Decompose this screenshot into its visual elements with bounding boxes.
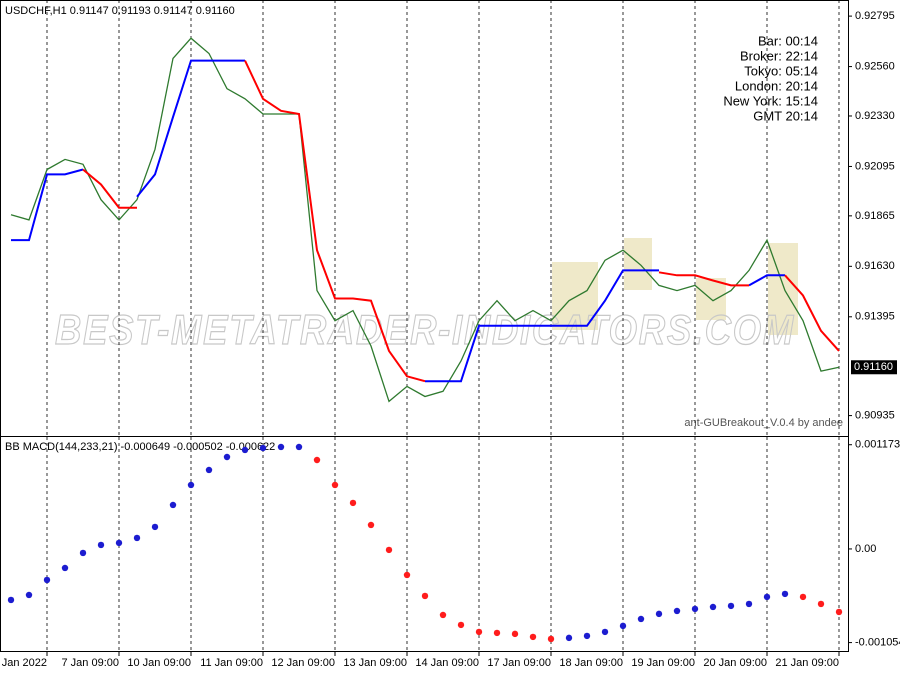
macd-dot — [421, 592, 429, 600]
breakout-box — [624, 238, 652, 290]
y-tick-label: 0.92095 — [855, 160, 895, 172]
macd-dot — [475, 628, 483, 636]
macd-dot — [259, 444, 267, 452]
macd-dot — [655, 610, 663, 618]
x-tick-label: 6 Jan 2022 — [0, 657, 47, 669]
macd-dot — [331, 481, 339, 489]
macd-dot — [187, 481, 195, 489]
session-info-line: GMT 20:14 — [753, 108, 818, 123]
x-tick-label: 7 Jan 09:00 — [62, 657, 120, 669]
y-tick-label: 0.92560 — [855, 60, 895, 72]
x-tick-label: 18 Jan 09:00 — [559, 657, 623, 669]
indicator-title: BB MACD(144,233,21) -0.000649 -0.000502 … — [5, 441, 275, 453]
macd-dot — [529, 633, 537, 641]
macd-dot — [205, 466, 213, 474]
macd-dot — [565, 634, 573, 642]
macd-dot — [835, 608, 843, 616]
macd-dot — [709, 603, 717, 611]
macd-dot — [745, 600, 753, 608]
macd-dot — [25, 591, 33, 599]
macd-dot — [367, 521, 375, 529]
macd-dot — [583, 632, 591, 640]
session-info-line: Tokyo: 05:14 — [744, 63, 818, 78]
x-tick-label: 21 Jan 09:00 — [775, 657, 839, 669]
macd-dot — [241, 446, 249, 454]
y-tick-label: 0.90935 — [855, 410, 895, 422]
plot-frame — [0, 0, 849, 652]
macd-dot — [43, 576, 51, 584]
session-info-line: New York: 15:14 — [723, 93, 818, 108]
x-tick-label: 20 Jan 09:00 — [703, 657, 767, 669]
x-tick-label: 13 Jan 09:00 — [343, 657, 407, 669]
macd-dot — [691, 605, 699, 613]
macd-dot — [457, 621, 465, 629]
macd-dot — [763, 593, 771, 601]
y-tick-label: 0.001173 — [855, 439, 900, 451]
macd-dot — [493, 629, 501, 637]
indicator-credit: ant-GUBreakout_V.0.4 by andee — [684, 417, 843, 429]
y-tick-label: 0.92330 — [855, 110, 895, 122]
macd-dot — [637, 615, 645, 623]
x-tick-label: 17 Jan 09:00 — [487, 657, 551, 669]
macd-dot — [97, 541, 105, 549]
y-tick-label: -0.001054 — [855, 636, 900, 648]
trail-line — [82, 60, 840, 383]
current-price-box — [851, 360, 897, 375]
macd-dot — [277, 443, 285, 451]
macd-dot — [385, 546, 393, 554]
macd-dot — [817, 600, 825, 608]
macd-dot — [79, 549, 87, 557]
macd-dot — [547, 635, 555, 643]
trail-line — [11, 59, 785, 383]
macd-dot — [727, 602, 735, 610]
x-tick-label: 19 Jan 09:00 — [631, 657, 695, 669]
macd-dot — [673, 607, 681, 615]
current-price-label: 0.91160 — [854, 361, 893, 373]
y-tick-label: 0.92795 — [855, 10, 895, 22]
macd-dot — [151, 523, 159, 531]
macd-dot — [349, 499, 357, 507]
x-tick-label: 11 Jan 09:00 — [200, 657, 263, 669]
x-tick-label: 12 Jan 09:00 — [271, 657, 335, 669]
breakout-box — [552, 262, 598, 330]
macd-dot — [295, 443, 303, 451]
x-tick-label: 10 Jan 09:00 — [127, 657, 191, 669]
y-tick-label: 0.00 — [855, 543, 876, 555]
chart-title: USDCHF,H1 0.91147 0.91193 0.91147 0.9116… — [5, 5, 235, 17]
y-tick-label: 0.91395 — [855, 311, 895, 323]
macd-dot — [601, 628, 609, 636]
macd-dot — [781, 590, 789, 598]
macd-dot — [61, 564, 69, 572]
macd-dot — [169, 501, 177, 509]
session-info-line: London: 20:14 — [735, 78, 818, 93]
y-tick-label: 0.91630 — [855, 260, 895, 272]
macd-dot — [403, 571, 411, 579]
session-info-line: Broker: 22:14 — [740, 48, 818, 63]
macd-dot — [439, 611, 447, 619]
price-line — [10, 37, 840, 403]
macd-dot — [799, 593, 807, 601]
macd-dot — [511, 630, 519, 638]
macd-dot — [133, 534, 141, 542]
macd-dot — [619, 622, 627, 630]
x-tick-label: 14 Jan 09:00 — [415, 657, 479, 669]
session-info-line: Bar: 00:14 — [758, 33, 818, 48]
watermark: BEST-METATRADER-INDICATORS.COM — [55, 306, 795, 353]
macd-dot — [223, 453, 231, 461]
macd-dot — [7, 596, 15, 604]
macd-dot — [115, 539, 123, 547]
y-tick-label: 0.91865 — [855, 210, 895, 222]
macd-dot — [313, 456, 321, 464]
